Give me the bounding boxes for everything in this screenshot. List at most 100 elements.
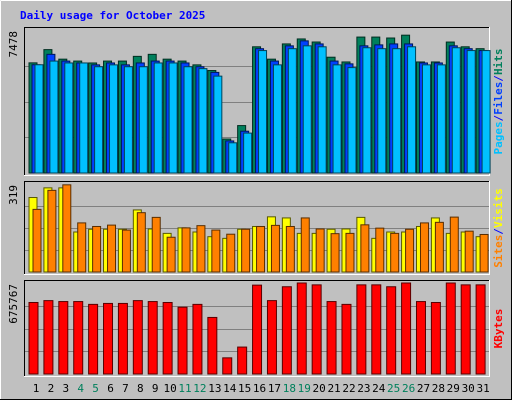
bar-sites [345, 232, 355, 273]
bar-sites [300, 217, 310, 273]
x-tick-label: 27 [417, 382, 430, 395]
bar-sites [77, 222, 87, 273]
bar-pages [109, 64, 119, 174]
bar-kbytes [192, 303, 203, 375]
legend: KBytes [492, 309, 505, 349]
bar-sites [285, 225, 295, 273]
bar-pages [94, 66, 104, 174]
bar-sites [405, 228, 415, 273]
bar-sites [226, 233, 236, 273]
x-tick-label: 5 [92, 382, 99, 395]
bar-pages [377, 48, 387, 174]
bar-kbytes [147, 301, 158, 375]
bar-pages [213, 75, 223, 174]
x-tick-label: 2 [48, 382, 55, 395]
bar-pages [481, 50, 491, 174]
x-tick-label: 25 [387, 382, 400, 395]
x-tick-label: 23 [357, 382, 370, 395]
x-tick-label: 29 [447, 382, 460, 395]
bar-sites [375, 227, 385, 273]
bar-sites [211, 229, 221, 273]
bar-pages [347, 67, 357, 174]
bar-kbytes [296, 282, 307, 375]
x-tick-label: 1 [33, 382, 40, 395]
x-tick-label: 3 [62, 382, 69, 395]
bar-pages [138, 66, 148, 174]
panel-visits-sites: 319 Sites/Visits [7, 181, 505, 275]
bar-kbytes [371, 284, 382, 375]
x-tick-label: 28 [432, 382, 445, 395]
x-tick-label: 19 [298, 382, 311, 395]
bar-sites [92, 225, 102, 273]
bar-pages [287, 48, 297, 174]
bar-pages [183, 66, 193, 174]
bar-sites [270, 224, 280, 273]
bar-pages [34, 64, 44, 174]
bar-kbytes [103, 302, 114, 375]
bar-kbytes [132, 300, 143, 375]
bar-pages [79, 62, 89, 174]
legend-separator: / [492, 75, 505, 82]
bar-pages [228, 142, 238, 174]
bar-sites [330, 233, 340, 273]
bar-kbytes [356, 284, 367, 375]
bar-sites [256, 225, 266, 273]
x-tick-label: 20 [313, 382, 326, 395]
bar-sites [62, 184, 72, 273]
bar-kbytes [73, 301, 84, 375]
bar-sites [434, 221, 444, 273]
x-tick-label: 16 [253, 382, 266, 395]
bar-kbytes [475, 284, 486, 375]
bar-kbytes [117, 302, 128, 375]
x-tick-label: 9 [152, 382, 159, 395]
x-tick-label: 21 [327, 382, 340, 395]
bar-pages [362, 47, 372, 174]
bar-sites [390, 232, 400, 273]
bar-sites [121, 229, 131, 273]
bar-pages [421, 64, 431, 174]
bar-kbytes [341, 303, 352, 375]
bar-pages [49, 60, 59, 174]
chart-panels: 7478Pages/Files/Hits319Sites/Visits67576… [7, 27, 505, 377]
bar-kbytes [222, 357, 233, 375]
x-tick-label: 11 [178, 382, 191, 395]
bar-sites [241, 228, 251, 273]
x-tick-label: 4 [77, 382, 84, 395]
x-tick-label: 6 [107, 382, 114, 395]
x-tick-label: 13 [208, 382, 221, 395]
bar-kbytes [58, 301, 69, 375]
bar-sites [107, 224, 117, 273]
bar-sites [196, 225, 206, 273]
legend-entry-files: Files [492, 82, 505, 115]
bar-pages [64, 62, 74, 174]
bar-pages [198, 68, 208, 174]
x-tick-label: 24 [372, 382, 386, 395]
bar-pages [392, 48, 402, 174]
legend-entry-sites: Sites [492, 235, 505, 268]
bar-kbytes [281, 286, 292, 375]
x-tick-label: 8 [137, 382, 144, 395]
bar-pages [466, 50, 476, 174]
bar-kbytes [28, 301, 39, 375]
bar-sites [32, 208, 42, 273]
bar-kbytes [43, 300, 54, 375]
panel-kbytes: 675767 KBytes [7, 280, 505, 377]
bar-kbytes [252, 284, 263, 375]
x-tick-label: 10 [164, 382, 177, 395]
x-tick-label: 30 [462, 382, 475, 395]
bar-kbytes [386, 286, 397, 375]
bar-sites [315, 228, 325, 273]
x-axis-labels: 1 2 3 4 5 6 7 8 9 10 11 12 13 14 15 16 17 18 19 20 21 22 23 24 2… [33, 382, 490, 395]
bar-sites [464, 230, 474, 273]
x-tick-label: 14 [223, 382, 237, 395]
bar-pages [168, 62, 178, 174]
x-tick-label: 22 [342, 382, 355, 395]
x-tick-label: 26 [402, 382, 415, 395]
bar-sites [151, 216, 161, 273]
bar-kbytes [326, 301, 337, 375]
x-tick-label: 7 [122, 382, 129, 395]
bar-pages [272, 64, 282, 174]
bar-sites [479, 233, 489, 273]
bar-sites [47, 189, 57, 273]
legend-separator: / [492, 115, 505, 122]
